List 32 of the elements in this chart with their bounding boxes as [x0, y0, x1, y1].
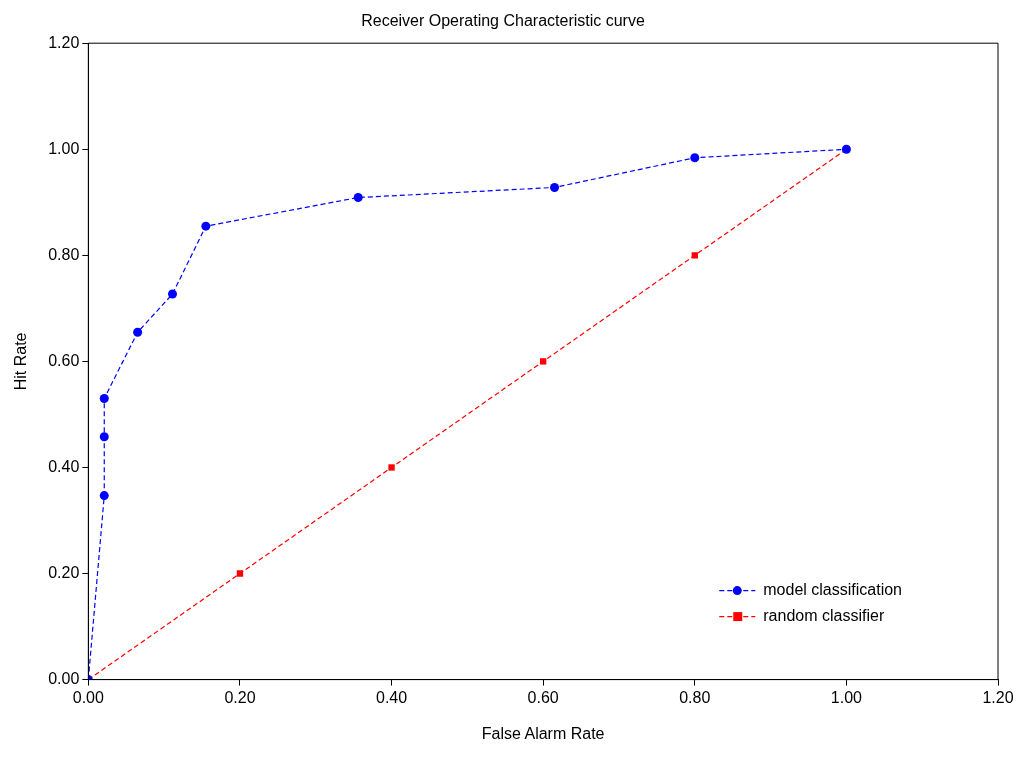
- point: [201, 221, 211, 231]
- y-tick-label: 0.40: [48, 457, 80, 475]
- point: [99, 491, 109, 501]
- point: [99, 432, 109, 442]
- point: [388, 464, 395, 471]
- point: [539, 358, 547, 365]
- y-tick-label: 0.60: [48, 351, 80, 369]
- y-tick-label: 1.00: [48, 139, 80, 157]
- y-tick-label: 0.00: [48, 670, 80, 688]
- x-tick-label: 0.40: [375, 688, 408, 706]
- x-tick-label: 0.60: [527, 688, 559, 706]
- y-tick-label: 0.80: [48, 245, 80, 263]
- x-tick-label: 0.00: [72, 688, 105, 706]
- y-tick-label: 0.20: [48, 563, 80, 581]
- point: [167, 289, 177, 299]
- point: [236, 570, 244, 577]
- x-axis-title: False Alarm Rate: [481, 724, 605, 742]
- y-axis-title: Hit Rate: [12, 332, 30, 391]
- point: [353, 193, 363, 203]
- chart-title: Receiver Operating Characteristic curve: [361, 12, 645, 30]
- legend-label: model classification: [763, 581, 903, 599]
- legend-label: random classifier: [763, 607, 885, 625]
- point: [99, 394, 109, 404]
- x-tick-label: 1.20: [982, 688, 1014, 706]
- x-tick-label: 1.00: [830, 688, 863, 706]
- point: [550, 182, 560, 192]
- x-tick-label: 0.20: [224, 688, 256, 706]
- y-tick-label: 1.20: [48, 33, 80, 51]
- x-tick-label: 0.80: [679, 688, 711, 706]
- point: [690, 153, 700, 163]
- point: [133, 327, 143, 337]
- point: [691, 252, 698, 259]
